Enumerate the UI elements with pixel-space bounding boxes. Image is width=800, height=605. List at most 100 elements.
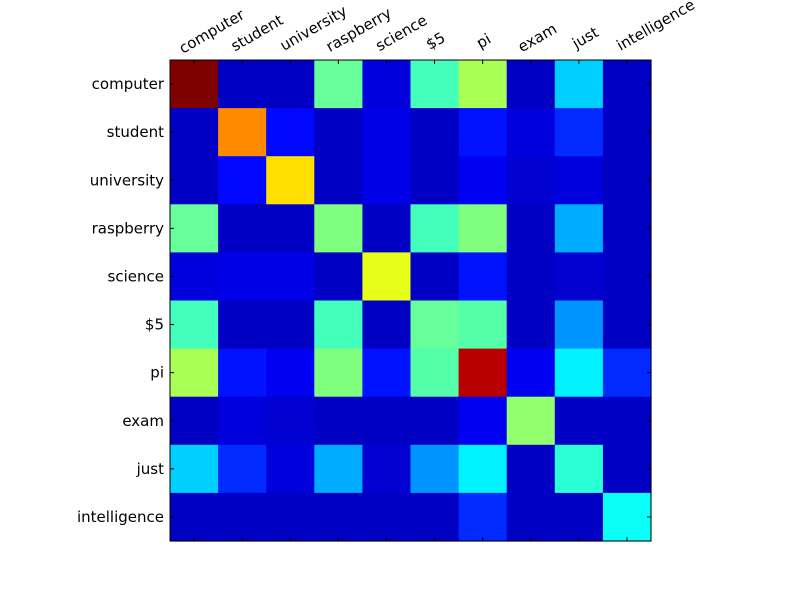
heatmap-cell-0-3 xyxy=(314,60,363,109)
heatmap-cell-1-3 xyxy=(314,108,363,157)
heatmap-cell-7-8 xyxy=(554,396,604,446)
y-tick-label-9: intelligence xyxy=(77,508,164,526)
heatmap-cell-0-6 xyxy=(458,60,508,109)
y-tick-label-4: science xyxy=(108,267,164,285)
heatmap-cell-5-2 xyxy=(266,300,315,350)
heatmap-cell-8-1 xyxy=(218,444,267,494)
heatmap-cell-4-4 xyxy=(362,252,412,302)
heatmap-cell-2-8 xyxy=(554,156,604,205)
heatmap-cell-1-0 xyxy=(170,108,219,157)
heatmap-cell-0-9 xyxy=(602,60,652,109)
y-tick-label-8: just xyxy=(136,460,164,478)
heatmap-cell-7-7 xyxy=(506,396,556,446)
heatmap-cell-5-3 xyxy=(314,300,363,350)
heatmap-cell-9-8 xyxy=(554,492,604,542)
heatmap-cell-2-2 xyxy=(266,156,315,205)
heatmap-cell-5-4 xyxy=(362,300,412,350)
x-tick-label-6: pi xyxy=(473,30,494,52)
heatmap-cell-9-5 xyxy=(410,492,460,542)
heatmap-ticks xyxy=(170,60,651,541)
heatmap-cell-4-1 xyxy=(218,252,267,302)
heatmap-cell-6-8 xyxy=(554,348,604,398)
heatmap-cell-8-3 xyxy=(314,444,363,494)
x-tick-label-9: intelligence xyxy=(614,0,698,55)
heatmap-cell-1-5 xyxy=(410,108,460,157)
heatmap-cell-6-3 xyxy=(314,348,363,398)
heatmap-cell-5-8 xyxy=(554,300,604,350)
heatmap-cell-4-3 xyxy=(314,252,363,302)
heatmap-cell-0-0 xyxy=(170,60,219,109)
heatmap-cell-1-8 xyxy=(554,108,604,157)
heatmap-cell-4-6 xyxy=(458,252,508,302)
x-tick-label-5: $5 xyxy=(423,28,449,53)
heatmap-cell-8-4 xyxy=(362,444,412,494)
heatmap-cell-7-4 xyxy=(362,396,412,446)
heatmap-cell-8-8 xyxy=(554,444,604,494)
heatmap-cell-6-6 xyxy=(458,348,508,398)
heatmap-cell-1-9 xyxy=(602,108,652,157)
heatmap-cell-9-3 xyxy=(314,492,363,542)
heatmap-cell-3-7 xyxy=(506,204,556,253)
heatmap-cell-4-9 xyxy=(602,252,652,302)
heatmap-cell-6-7 xyxy=(506,348,556,398)
heatmap-cell-3-4 xyxy=(362,204,412,253)
heatmap-cell-7-3 xyxy=(314,396,363,446)
heatmap-cell-1-6 xyxy=(458,108,508,157)
heatmap-cell-2-6 xyxy=(458,156,508,205)
heatmap-cell-3-6 xyxy=(458,204,508,253)
heatmap-cell-3-0 xyxy=(170,204,219,253)
heatmap-cell-3-1 xyxy=(218,204,267,253)
heatmap-cell-9-0 xyxy=(170,492,219,542)
y-tick-label-5: $5 xyxy=(145,316,164,334)
heatmap-cell-3-8 xyxy=(554,204,604,253)
heatmap-cell-9-7 xyxy=(506,492,556,542)
heatmap-cell-5-1 xyxy=(218,300,267,350)
heatmap-cells xyxy=(170,60,652,542)
heatmap-cell-2-0 xyxy=(170,156,219,205)
heatmap-cell-3-9 xyxy=(602,204,652,253)
heatmap-cell-4-0 xyxy=(170,252,219,302)
heatmap-cell-1-7 xyxy=(506,108,556,157)
y-tick-label-1: student xyxy=(107,123,164,141)
heatmap-cell-8-0 xyxy=(170,444,219,494)
x-tick-label-7: exam xyxy=(515,20,560,56)
heatmap-cell-9-9 xyxy=(602,492,652,542)
heatmap-cell-9-1 xyxy=(218,492,267,542)
heatmap-cell-8-7 xyxy=(506,444,556,494)
heatmap-cell-2-1 xyxy=(218,156,267,205)
heatmap-cell-0-8 xyxy=(554,60,604,109)
heatmap-cell-3-3 xyxy=(314,204,363,253)
heatmap-cell-3-2 xyxy=(266,204,315,253)
heatmap-cell-0-2 xyxy=(266,60,315,109)
heatmap-cell-7-9 xyxy=(602,396,652,446)
heatmap-cell-6-1 xyxy=(218,348,267,398)
heatmap-cell-0-7 xyxy=(506,60,556,109)
heatmap-cell-5-6 xyxy=(458,300,508,350)
heatmap-cell-4-7 xyxy=(506,252,556,302)
heatmap-cell-9-4 xyxy=(362,492,412,542)
heatmap-cell-5-9 xyxy=(602,300,652,350)
heatmap-cell-5-5 xyxy=(410,300,460,350)
heatmap-cell-4-5 xyxy=(410,252,460,302)
heatmap-cell-7-5 xyxy=(410,396,460,446)
heatmap-cell-8-5 xyxy=(410,444,460,494)
heatmap-cell-2-9 xyxy=(602,156,652,205)
heatmap-cell-5-7 xyxy=(506,300,556,350)
heatmap-cell-2-3 xyxy=(314,156,363,205)
heatmap-cell-0-5 xyxy=(410,60,460,109)
y-tick-label-7: exam xyxy=(122,412,164,430)
heatmap-cell-7-2 xyxy=(266,396,315,446)
heatmap-cell-6-4 xyxy=(362,348,412,398)
x-tick-label-8: just xyxy=(568,23,602,53)
heatmap-cell-2-7 xyxy=(506,156,556,205)
y-tick-label-6: pi xyxy=(150,364,164,382)
plot-frame xyxy=(169,59,652,542)
y-tick-label-3: raspberry xyxy=(92,219,165,237)
heatmap-cell-6-0 xyxy=(170,348,219,398)
heatmap-cell-1-2 xyxy=(266,108,315,157)
heatmap-cell-9-2 xyxy=(266,492,315,542)
heatmap-cell-4-2 xyxy=(266,252,315,302)
heatmap-cell-0-1 xyxy=(218,60,267,109)
